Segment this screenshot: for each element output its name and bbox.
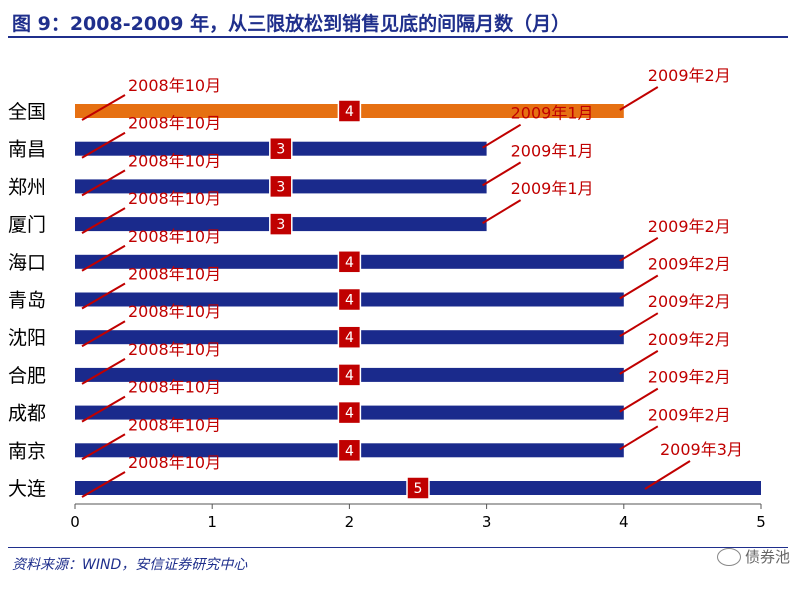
category-label: 南昌	[8, 139, 46, 161]
value-label: 3	[276, 142, 285, 158]
chart-title: 图 9：2008-2009 年，从三限放松到销售见底的间隔月数（月）	[12, 13, 571, 35]
source-rule	[8, 547, 788, 548]
end-date-label: 2009年2月	[648, 330, 731, 349]
end-date-label: 2009年2月	[648, 255, 731, 274]
start-date-label: 2008年10月	[128, 114, 221, 133]
start-leader-line	[81, 358, 126, 385]
value-label: 4	[345, 368, 354, 384]
category-label: 全国	[8, 101, 46, 123]
value-label: 3	[276, 217, 285, 233]
start-leader-line	[81, 94, 126, 121]
watermark: 债券池	[716, 546, 790, 567]
start-date-label: 2008年10月	[128, 189, 221, 208]
value-label-box	[337, 438, 362, 463]
start-leader-line	[81, 433, 126, 461]
end-date-label: 2009年1月	[511, 179, 594, 198]
start-date-label: 2008年10月	[128, 227, 221, 246]
start-leader-line	[81, 320, 126, 348]
value-label-box	[337, 250, 362, 274]
start-leader-line	[81, 395, 126, 423]
end-leader-line	[619, 425, 659, 451]
end-leader-line	[644, 460, 691, 490]
end-date-label: 2009年3月	[660, 440, 743, 459]
start-leader-line	[81, 207, 126, 234]
start-date-label: 2008年10月	[128, 265, 221, 284]
x-tick-label: 1	[207, 513, 217, 531]
value-label-box	[337, 325, 362, 349]
value-label: 4	[345, 443, 354, 459]
category-label: 南京	[8, 440, 46, 462]
start-leader-line	[81, 282, 126, 310]
start-date-label: 2008年10月	[128, 151, 221, 170]
value-label: 4	[345, 255, 354, 271]
category-label: 大连	[8, 478, 46, 500]
start-date-label: 2008年10月	[128, 340, 221, 359]
end-leader-line	[619, 350, 659, 375]
value-label-box	[406, 476, 430, 500]
start-date-label: 2008年10月	[128, 76, 221, 95]
value-label: 5	[414, 481, 423, 497]
category-label: 合肥	[8, 365, 46, 387]
category-label: 厦门	[8, 214, 46, 236]
value-label-box	[337, 99, 362, 123]
start-leader-line	[81, 169, 126, 197]
x-tick-label: 2	[345, 513, 355, 531]
end-date-label: 2009年1月	[511, 141, 594, 160]
end-leader-line	[619, 312, 659, 338]
end-leader-line	[619, 236, 659, 262]
value-label: 4	[345, 104, 354, 120]
start-leader-line	[81, 244, 126, 272]
start-date-label: 2008年10月	[128, 415, 221, 434]
x-tick-label: 4	[619, 513, 629, 531]
category-label: 成都	[8, 403, 46, 425]
title-rule	[8, 36, 788, 38]
end-leader-line	[482, 123, 522, 149]
start-leader-line	[81, 131, 126, 159]
end-leader-line	[482, 161, 522, 187]
start-date-label: 2008年10月	[128, 302, 221, 321]
end-date-label: 2009年1月	[511, 104, 594, 123]
end-date-label: 2009年2月	[648, 292, 731, 311]
category-label: 郑州	[8, 176, 46, 198]
start-leader-line	[81, 471, 126, 498]
wechat-icon	[716, 547, 741, 566]
end-date-label: 2009年2月	[648, 217, 731, 236]
category-label: 海口	[8, 252, 46, 274]
watermark-text: 债券池	[744, 548, 790, 566]
end-leader-line	[619, 387, 659, 413]
source-note: 资料来源：WIND，安信证券研究中心	[12, 557, 248, 573]
x-tick-label: 3	[482, 513, 492, 531]
value-label-box	[269, 136, 293, 161]
end-date-label: 2009年2月	[648, 405, 731, 424]
value-label: 3	[276, 179, 285, 195]
category-label: 青岛	[8, 290, 46, 312]
end-date-label: 2009年2月	[648, 368, 731, 387]
start-date-label: 2008年10月	[128, 453, 221, 472]
start-date-label: 2008年10月	[128, 378, 221, 397]
value-label-box	[337, 400, 362, 425]
value-label: 4	[345, 406, 354, 422]
value-label-box	[337, 363, 362, 387]
end-leader-line	[482, 199, 522, 224]
end-leader-line	[619, 274, 659, 300]
x-tick-label: 0	[70, 513, 80, 531]
category-label: 沈阳	[8, 327, 46, 349]
value-label: 4	[345, 293, 354, 309]
value-label-box	[269, 212, 293, 236]
end-date-label: 2009年2月	[648, 66, 731, 85]
value-label-box	[269, 174, 293, 199]
value-label: 4	[345, 330, 354, 346]
x-tick-label: 5	[756, 513, 766, 531]
end-leader-line	[619, 86, 659, 111]
value-label-box	[337, 287, 362, 312]
